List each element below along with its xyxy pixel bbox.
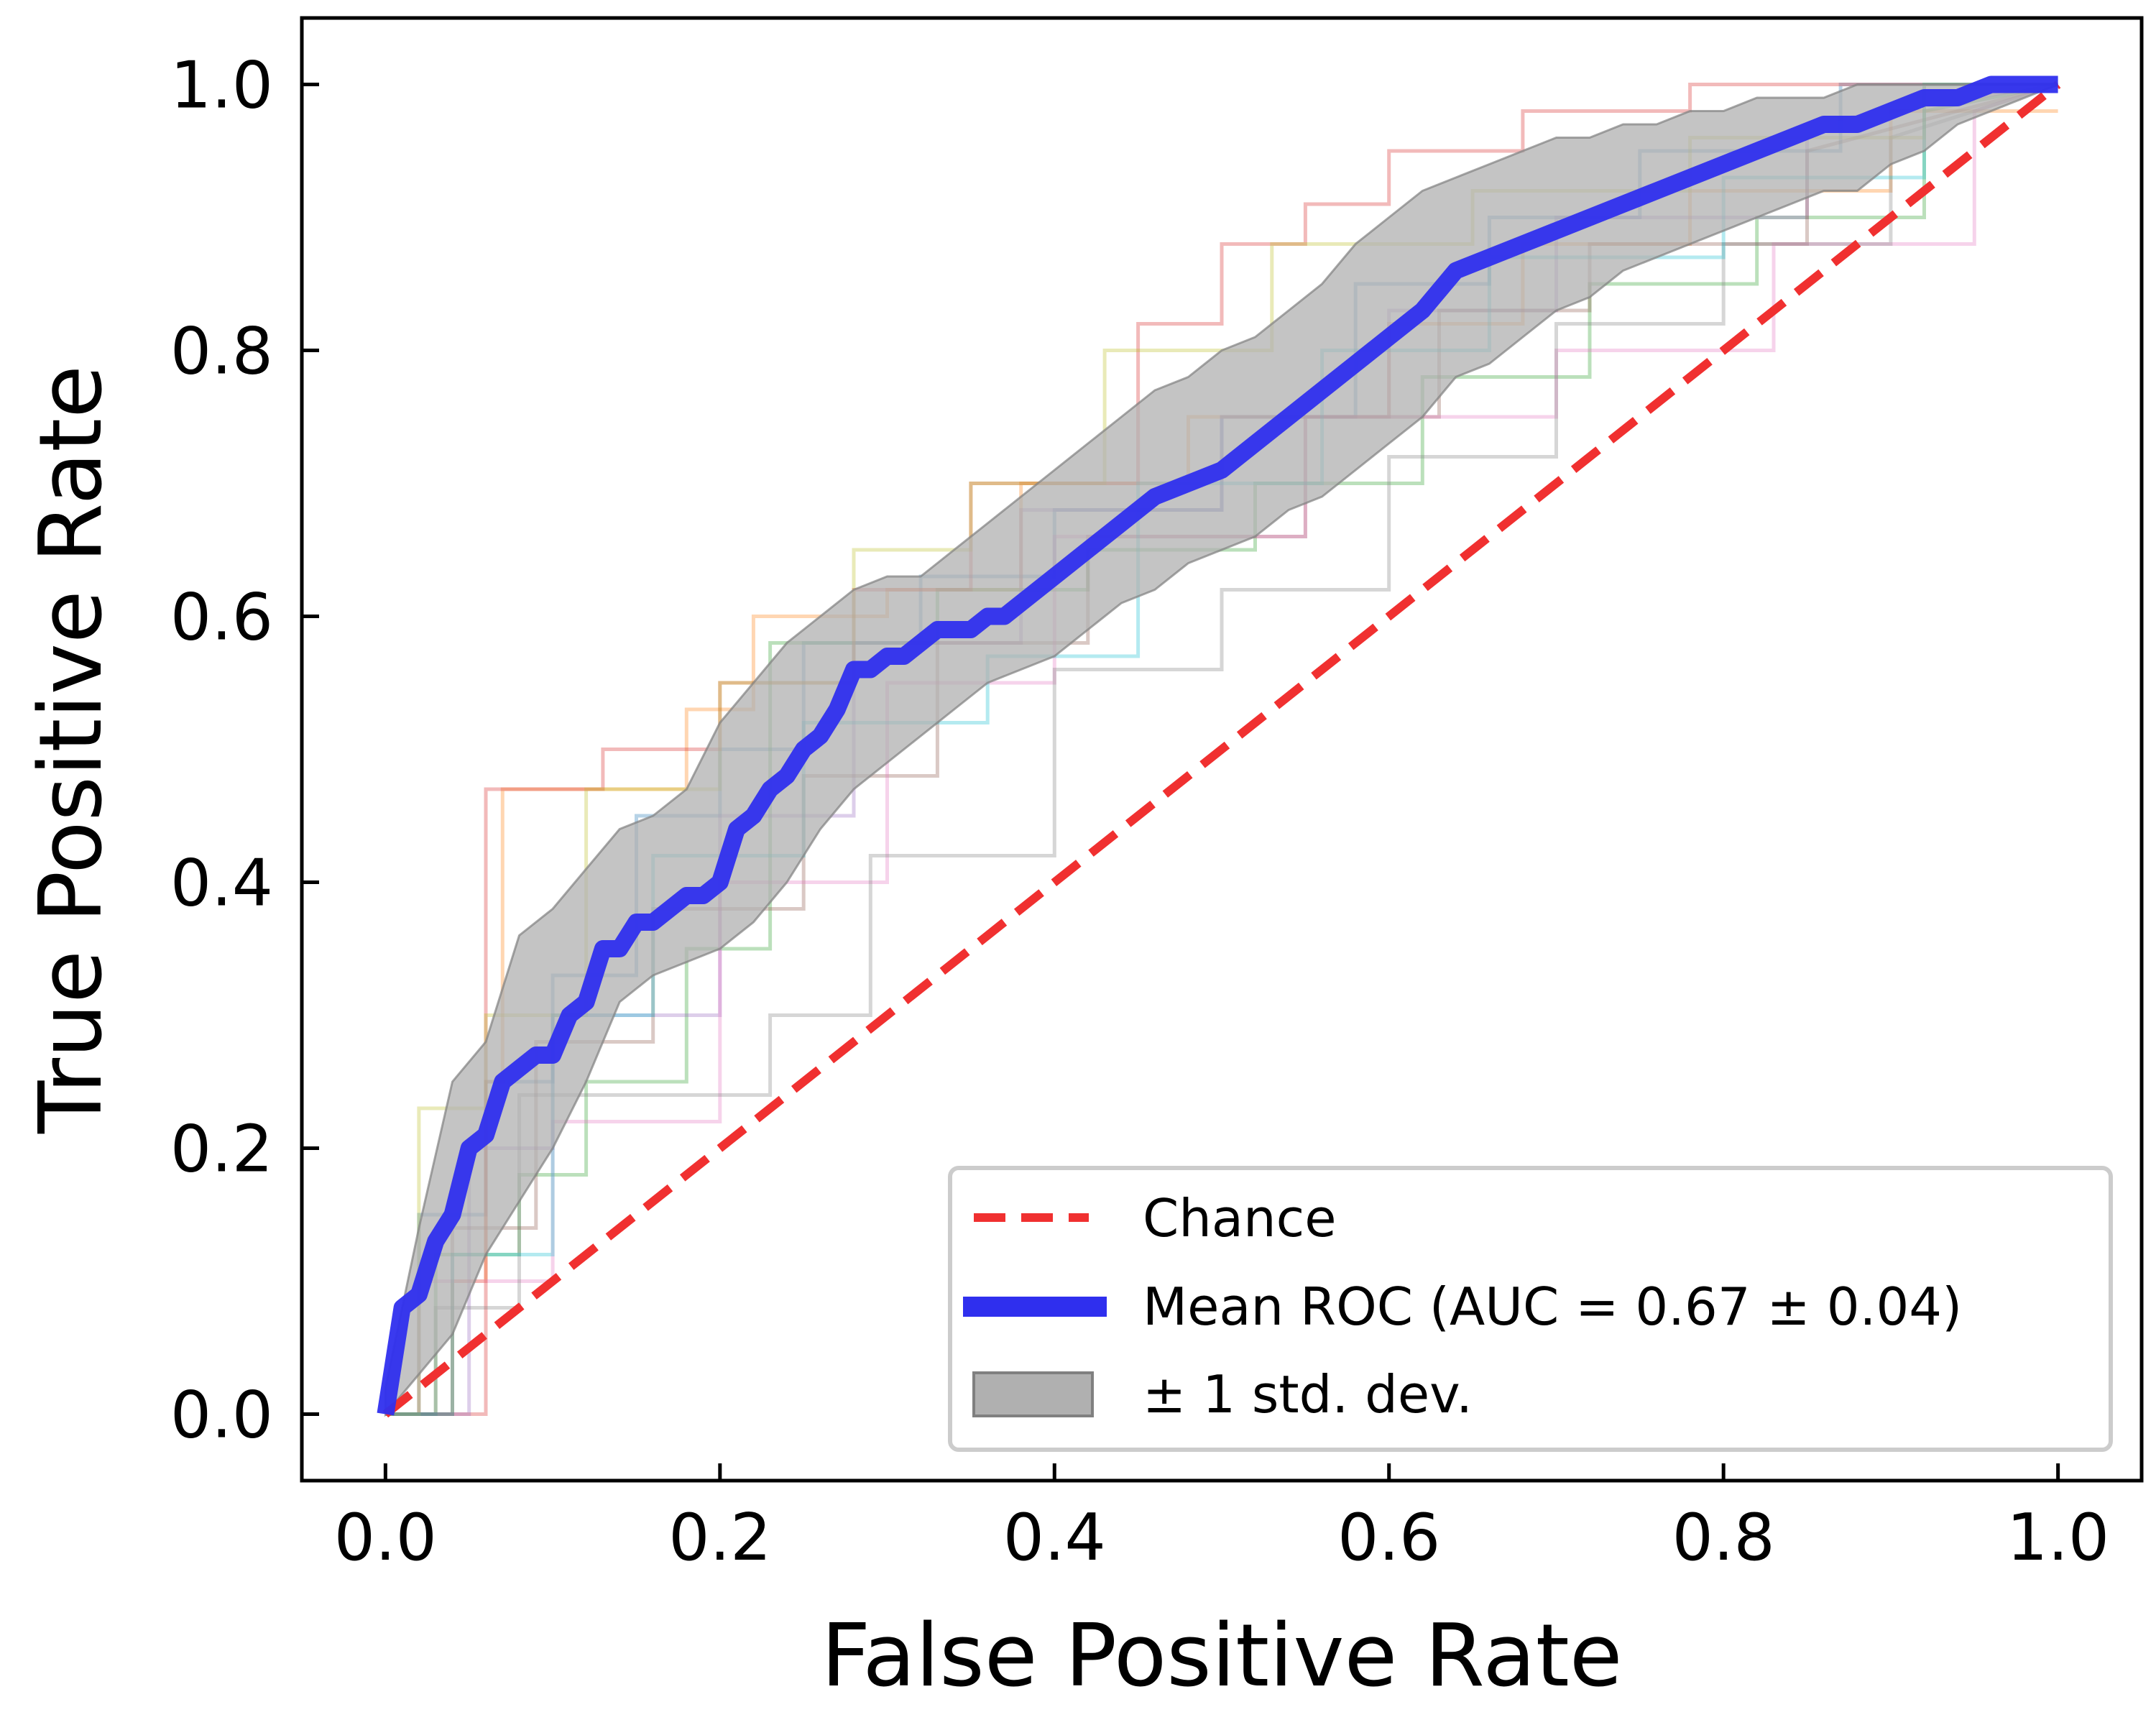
y-tick-label: 0.8 [170,314,273,390]
legend-frame [948,1166,2113,1452]
legend-chance-label: Chance [1143,1188,1337,1248]
x-axis-label: False Positive Rate [821,1606,1622,1706]
x-tick-label: 0.8 [1672,1500,1775,1576]
plot-series [377,75,2061,1418]
mean-roc-line [377,75,2058,1416]
plot-frame [300,16,2144,1483]
legend-mean-label: Mean ROC (AUC = 0.67 ± 0.04) [1143,1276,1962,1337]
y-tick-label: 1.0 [170,48,273,124]
y-tick-label: 0.6 [170,580,273,656]
plot-area [377,75,2061,1418]
legend-band-label: ± 1 std. dev. [1143,1364,1473,1425]
legend: Chance Mean ROC (AUC = 0.67 ± 0.04) ± 1 … [948,1166,2113,1452]
chance-line [382,80,2061,1418]
y-axis-label: True Positive Rate [22,365,121,1134]
y-tick-label: 0.4 [170,846,273,921]
x-tick-label: 0.0 [334,1500,437,1576]
x-tick-label: 0.6 [1337,1500,1440,1576]
x-tick-label: 0.4 [1003,1500,1106,1576]
y-tick-label: 0.2 [170,1112,273,1187]
x-tick-label: 1.0 [2007,1500,2109,1576]
axes: 0.0 0.2 0.4 0.6 0.8 1.0 0.0 0.2 0.4 0.6 0.8 1.0 [170,16,2144,1576]
x-tick-label: 0.2 [668,1500,771,1576]
y-tick-label: 0.0 [170,1378,273,1453]
legend-band-swatch [972,1371,1094,1417]
